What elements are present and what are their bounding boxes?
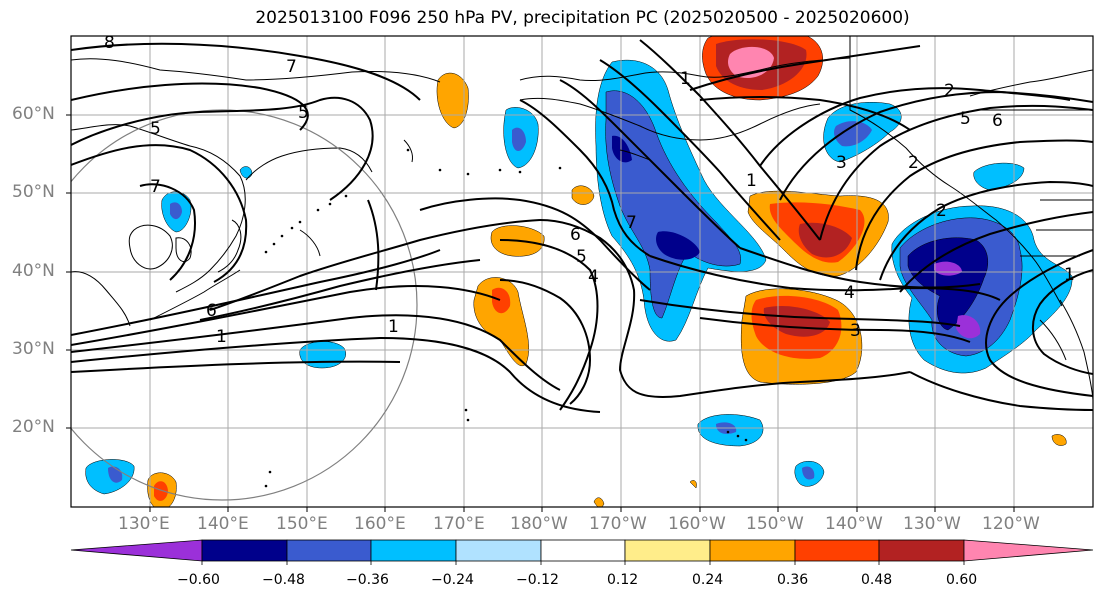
contour-label: 3 <box>850 321 861 341</box>
lon-label: 140°E <box>197 514 249 534</box>
lon-label: 180°W <box>510 514 568 534</box>
colorbar-swatch <box>201 539 288 562</box>
colorbar-swatch <box>878 539 965 562</box>
colorbar-swatch <box>370 539 457 562</box>
colorbar-max-extend <box>963 539 1094 562</box>
lon-label: 150°W <box>746 514 804 534</box>
colorbar-swatch <box>540 539 626 562</box>
colorbar-tick-label: −0.36 <box>346 572 389 588</box>
contour-label: 6 <box>992 111 1003 131</box>
pv-contours <box>71 39 1093 413</box>
contour-label: 1 <box>388 317 399 337</box>
contour-label: 4 <box>588 267 599 287</box>
colorbar-swatch <box>794 539 880 562</box>
colorbar-tick-label: 0.60 <box>946 572 978 588</box>
colorbar-tick-label: 0.48 <box>861 572 893 588</box>
lon-label: 130°E <box>118 514 170 534</box>
colorbar-min-extend <box>70 539 203 562</box>
lat-label-50n: 50°N <box>12 182 55 202</box>
contour-label: 5 <box>576 247 587 267</box>
lon-label: 170°E <box>433 514 485 534</box>
lat-label-20n: 20°N <box>12 417 55 437</box>
colorbar-tick-label: −0.24 <box>431 572 474 588</box>
contour-label: 1 <box>1064 265 1075 285</box>
contour-label: 7 <box>150 177 161 197</box>
contour-label: 5 <box>960 109 971 129</box>
graticule-grid <box>71 36 1093 507</box>
contour-label: 5 <box>150 119 161 139</box>
map-title: 2025013100 F096 250 hPa PV, precipitatio… <box>255 8 910 28</box>
contour-label: 3 <box>836 153 847 173</box>
colorbar-swatch <box>624 539 711 562</box>
colorbar-tick-label: 0.12 <box>607 572 639 588</box>
lon-label: 160°W <box>668 514 726 534</box>
contour-label: 6 <box>570 225 581 245</box>
lat-label-40n: 40°N <box>12 261 55 281</box>
reference-circle <box>71 109 418 501</box>
contour-label: 2 <box>944 81 955 101</box>
lat-label-30n: 30°N <box>12 339 55 359</box>
colorbar <box>70 539 1094 565</box>
contour-label: 6 <box>206 301 217 321</box>
contour-label: 2 <box>908 153 919 173</box>
colorbar-tick-label: −0.48 <box>262 572 305 588</box>
island-dots <box>264 148 748 488</box>
colorbar-tick-label: 0.36 <box>777 572 809 588</box>
contour-label: 8 <box>104 33 115 53</box>
contour-label: 7 <box>626 213 637 233</box>
lon-label: 160°E <box>354 514 406 534</box>
colorbar-tick-label: −0.60 <box>177 572 220 588</box>
colorbar-swatch <box>455 539 542 562</box>
lon-label: 120°W <box>982 514 1040 534</box>
colorbar-tick-label: 0.24 <box>692 572 724 588</box>
contour-label: 1 <box>680 69 691 89</box>
contour-label: 1 <box>216 327 227 347</box>
pv-contour-labels: 8 7 5 5 7 6 1 1 6 5 4 2 5 6 4 3 1 3 7 2 … <box>104 33 1075 347</box>
axis-ticks <box>66 114 1015 512</box>
colorbar-swatch <box>286 539 372 562</box>
contour-label: 4 <box>844 283 855 303</box>
lon-label: 130°W <box>903 514 961 534</box>
colorbar-tick-label: −0.12 <box>516 572 559 588</box>
contour-label: 1 <box>746 171 757 191</box>
contour-label: 2 <box>936 201 947 221</box>
colorbar-swatch <box>709 539 796 562</box>
lon-label: 140°W <box>825 514 883 534</box>
contour-label: 5 <box>298 103 309 123</box>
lon-label: 170°W <box>589 514 647 534</box>
coastlines <box>71 36 1093 401</box>
precipitation-shading <box>85 36 1073 507</box>
lat-label-60n: 60°N <box>12 104 55 124</box>
contour-label: 7 <box>286 57 297 77</box>
lon-label: 150°E <box>276 514 328 534</box>
